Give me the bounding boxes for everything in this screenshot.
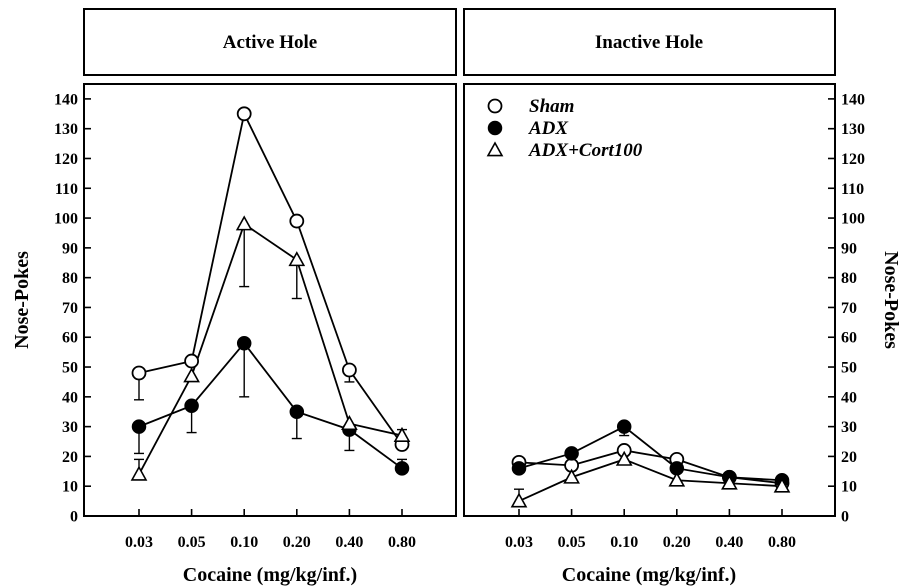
legend-marker-sham — [487, 98, 503, 114]
active-hole-title: Active Hole — [223, 32, 317, 53]
y-tick-label: 30 — [841, 419, 857, 436]
adx-cort100-point — [721, 474, 738, 490]
sham-series-line — [138, 111, 403, 446]
adx-point — [184, 398, 199, 414]
y-tick-label: 120 — [54, 151, 78, 168]
inactive-hole-title-box — [463, 8, 836, 76]
adx-cort100-series-line — [138, 222, 403, 475]
y-tick-label: 70 — [841, 300, 857, 317]
y-tick-label: 60 — [841, 330, 857, 347]
adx-cort100-point — [288, 251, 306, 267]
y-tick-label: 20 — [841, 449, 857, 466]
y-tick-label: 110 — [841, 181, 864, 198]
active-hole-title-box — [83, 8, 457, 76]
y-tick-label: 0 — [70, 509, 78, 526]
x-tick-label: 0.20 — [283, 534, 311, 551]
y-tick-label: 140 — [54, 91, 78, 108]
adx-cort100-point — [510, 492, 528, 508]
legend-label-adx-cort100: ADX+Cort100 — [528, 140, 643, 161]
legend-label-sham: Sham — [529, 96, 574, 117]
adx-point — [511, 461, 527, 476]
left-y-axis-title: Nose-Pokes — [11, 251, 33, 349]
adx-point — [131, 419, 147, 434]
y-tick-label: 20 — [62, 449, 78, 466]
x-tick-label: 0.80 — [388, 534, 416, 551]
adx-series-line — [138, 341, 403, 470]
inactive-hole-plot-frame — [463, 83, 836, 517]
y-tick-label: 130 — [54, 121, 78, 138]
sham-point — [184, 353, 200, 369]
adx-cort100-point — [393, 426, 411, 442]
adx-cort100-point — [615, 450, 633, 466]
y-tick-label: 50 — [62, 360, 78, 377]
y-tick-label: 90 — [841, 240, 857, 257]
adx-point — [616, 419, 632, 434]
x-tick-label: 0.05 — [178, 534, 206, 551]
inactive-hole-marks: 0 10 20 30 40 50 60 70 80 90 100 110 120 130 140 0.03 0.… — [486, 91, 865, 551]
sham-point — [289, 213, 305, 229]
x-tick-label: 0.03 — [505, 534, 533, 551]
x-tick-label: 0.10 — [610, 534, 638, 551]
x-tick-label: 0.40 — [715, 534, 743, 551]
active-hole-marks: 0 10 20 30 40 50 60 70 80 90 100 110 120 130 140 0.03 0.… — [54, 91, 416, 551]
adx-cort100-point — [773, 477, 791, 493]
active-hole-panel: Active Hole 0 10 20 30 40 50 60 70 80 90 100 110 120… — [54, 8, 457, 586]
legend-label-adx: ADX — [528, 118, 569, 139]
inactive-hole-x-axis-title: Cocaine (mg/kg/inf.) — [562, 564, 736, 586]
y-tick-label: 0 — [841, 509, 849, 526]
x-tick-label: 0.05 — [558, 534, 586, 551]
active-hole-x-axis-title: Cocaine (mg/kg/inf.) — [183, 564, 357, 586]
sham-point — [341, 362, 357, 378]
y-tick-label: 100 — [54, 211, 78, 228]
y-tick-label: 80 — [62, 270, 78, 287]
adx-cort100-series-line — [518, 458, 783, 502]
legend-marker-adx-cort100 — [486, 141, 504, 157]
sham-point — [236, 106, 252, 122]
x-tick-label: 0.03 — [125, 534, 153, 551]
active-hole-plot-frame — [83, 83, 457, 517]
adx-cort100-point — [235, 215, 253, 231]
x-tick-label: 0.80 — [768, 534, 796, 551]
adx-point — [236, 335, 252, 351]
y-tick-label: 10 — [62, 479, 78, 496]
y-tick-label: 40 — [62, 389, 78, 406]
x-tick-label: 0.10 — [230, 534, 258, 551]
y-tick-label: 10 — [841, 479, 857, 496]
inactive-hole-title: Inactive Hole — [595, 32, 703, 53]
x-tick-label: 0.40 — [335, 534, 363, 551]
x-tick-label: 0.20 — [663, 534, 691, 551]
inactive-hole-panel: Inactive Hole 0 10 20 30 40 50 60 70 80 90 100 110 1… — [463, 8, 865, 586]
adx-cort100-point — [341, 414, 358, 431]
legend-marker-adx — [487, 120, 503, 136]
y-tick-label: 140 — [841, 91, 865, 108]
adx-point — [564, 446, 579, 461]
adx-point — [289, 404, 305, 419]
adx-series-line — [518, 425, 783, 482]
y-tick-label: 70 — [62, 300, 78, 317]
y-tick-label: 130 — [841, 121, 865, 138]
y-tick-label: 120 — [841, 151, 865, 168]
sham-point — [131, 365, 147, 381]
y-tick-label: 30 — [62, 419, 78, 436]
y-tick-label: 80 — [841, 270, 857, 287]
y-tick-label: 60 — [62, 330, 78, 347]
adx-cort100-point — [563, 468, 580, 484]
y-tick-label: 100 — [841, 211, 865, 228]
y-tick-label: 50 — [841, 360, 857, 377]
adx-point — [394, 461, 410, 476]
adx-cort100-point — [668, 471, 686, 487]
adx-cort100-point — [130, 465, 148, 481]
y-tick-label: 40 — [841, 389, 857, 406]
adx-cort100-point — [183, 367, 200, 383]
y-tick-label: 90 — [62, 240, 78, 257]
right-y-axis-title: Nose-Pokes — [880, 251, 902, 349]
y-tick-label: 110 — [55, 181, 78, 198]
